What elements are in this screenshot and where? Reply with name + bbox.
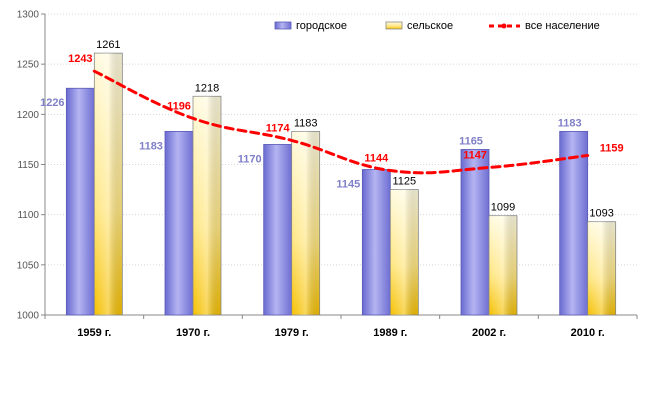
bar-rural-shine-4 xyxy=(489,215,517,315)
legend-label-urban: городское xyxy=(296,20,347,32)
x-tick-label-3: 1989 г. xyxy=(373,327,407,339)
data-label-total-0: 1243 xyxy=(68,53,92,65)
data-label-urban-1: 1183 xyxy=(139,140,163,152)
legend-swatch-rural xyxy=(385,21,403,30)
labels-layer: 1226126112431183121811961170118311741145… xyxy=(40,39,624,220)
bar-urban-3 xyxy=(361,169,391,316)
y-tick-label-4: 1200 xyxy=(17,110,40,121)
bar-urban-4 xyxy=(460,149,490,316)
x-tick-label-2: 1979 г. xyxy=(275,327,309,339)
legend: городское сельское все население xyxy=(274,20,600,32)
legend-item-rural: сельское xyxy=(385,20,453,32)
legend-item-urban: городское xyxy=(274,20,347,32)
legend-label-rural: сельское xyxy=(407,20,453,32)
data-label-rural-4: 1099 xyxy=(491,202,515,214)
data-label-urban-0: 1226 xyxy=(40,97,64,109)
data-label-total-1: 1196 xyxy=(167,100,191,112)
legend-marker-total xyxy=(501,23,507,29)
y-tick-label-3: 1150 xyxy=(17,160,39,171)
x-tick-label-4: 2002 г. xyxy=(472,327,506,339)
x-tick-label-1: 1970 г. xyxy=(176,327,210,339)
x-tick-label-0: 1959 г. xyxy=(77,327,111,339)
data-label-rural-2: 1183 xyxy=(294,117,318,129)
data-label-urban-2: 1170 xyxy=(238,153,262,165)
line-total-population xyxy=(92,69,590,175)
y-tick-label-1: 1050 xyxy=(17,260,40,271)
data-label-rural-0: 1261 xyxy=(96,39,120,51)
axis-layer: 1000 1050 1100 1150 1200 1250 1300 1959 г. 1970 … xyxy=(17,10,638,339)
legend-label-total: все население xyxy=(525,20,600,32)
data-label-rural-5: 1093 xyxy=(589,208,613,220)
data-label-total-3: 1144 xyxy=(364,153,389,165)
data-label-total-2: 1174 xyxy=(266,122,291,134)
bar-rural-shine-2 xyxy=(291,131,320,315)
bar-rural-shine-1 xyxy=(193,96,221,315)
y-tick-label-6: 1300 xyxy=(17,10,40,21)
legend-swatch-urban xyxy=(274,21,292,30)
data-label-urban-5: 1183 xyxy=(558,117,582,129)
bar-rural-shine-5 xyxy=(587,221,616,315)
bar-urban-5 xyxy=(559,130,589,316)
y-tick-label-2: 1100 xyxy=(17,210,39,221)
y-tick-label-0: 1000 xyxy=(17,311,40,322)
bar-urban-0 xyxy=(65,87,95,316)
bar-rural-shine-3 xyxy=(390,189,419,315)
x-tick-label-5: 2010 г. xyxy=(571,327,605,339)
data-label-rural-3: 1125 xyxy=(393,176,417,188)
data-label-urban-4: 1165 xyxy=(459,135,483,147)
legend-item-total: все население xyxy=(489,20,600,32)
data-label-total-4: 1147 xyxy=(463,150,487,162)
bars-layer xyxy=(65,52,617,316)
y-tick-label-5: 1250 xyxy=(17,60,40,71)
bar-rural-shine-0 xyxy=(94,53,123,315)
bar-urban-1 xyxy=(164,130,194,316)
line-layer xyxy=(92,69,590,175)
data-label-urban-3: 1145 xyxy=(336,179,360,191)
data-label-total-5: 1159 xyxy=(600,142,624,154)
grid-layer xyxy=(45,13,637,266)
data-label-rural-1: 1218 xyxy=(195,82,219,94)
bar-urban-2 xyxy=(263,144,293,316)
